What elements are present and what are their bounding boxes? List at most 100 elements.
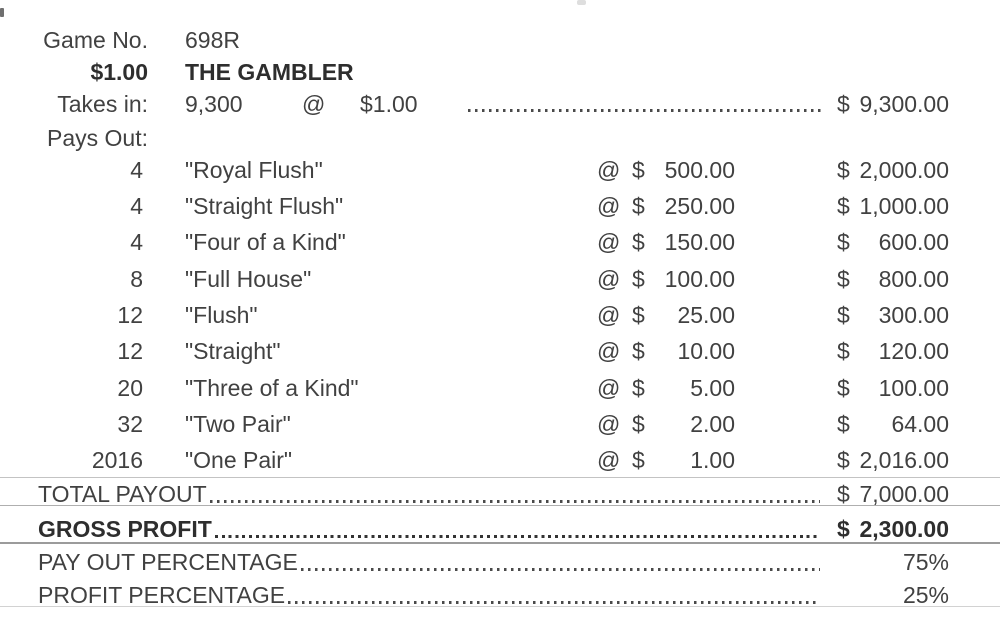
payout-prize: 1.00 [690,447,735,473]
payout-count: 32 [117,411,143,437]
dollar-sign: $ [837,266,850,292]
payout-percentage-row: PAY OUT PERCENTAGE 75% [0,549,1000,575]
payout-count: 12 [117,338,143,364]
title-row: $1.00 THE GAMBLER [0,59,1000,85]
total-payout-leader-group: TOTAL PAYOUT [38,481,822,507]
pays-out-label: Pays Out: [47,125,148,151]
payout-prize: 10.00 [677,338,735,364]
dollar-sign: $ [632,157,645,183]
takes-in-count: 9,300 [185,91,243,117]
payout-prize: 500.00 [664,157,735,183]
total-payout-value: 7,000.00 [859,481,949,507]
payout-prize: 100.00 [664,266,735,292]
profit-percentage-leader-group: PROFIT PERCENTAGE [38,582,822,608]
payout-prize: 5.00 [690,375,735,401]
payout-row: 4 "Straight Flush" @ $ 250.00 $ 1,000.00 [0,193,1000,219]
payout-prize: 25.00 [677,302,735,328]
dollar-sign: $ [632,411,645,437]
dollar-sign: $ [632,375,645,401]
dotted-leader [288,601,820,604]
payout-prize: 2.00 [690,411,735,437]
divider-line [0,542,1000,544]
payout-hand-name: "Royal Flush" [185,157,323,183]
divider-line [0,505,1000,506]
payout-total: 120.00 [878,338,949,364]
payout-row: 32 "Two Pair" @ $ 2.00 $ 64.00 [0,411,1000,437]
payout-prize: 150.00 [664,229,735,255]
payout-row: 4 "Royal Flush" @ $ 500.00 $ 2,000.00 [0,157,1000,183]
payout-hand-name: "Flush" [185,302,258,328]
payout-hand-name: "Four of a Kind" [185,229,346,255]
scan-artifact [0,8,4,17]
dollar-sign: $ [632,266,645,292]
dollar-sign: $ [632,229,645,255]
gross-profit-leader-group: GROSS PROFIT [38,516,822,542]
payout-hand-name: "Straight Flush" [185,193,344,219]
divider-line [0,606,1000,607]
at-symbol: @ [597,229,621,255]
payout-total: 2,000.00 [859,157,949,183]
dotted-leader [300,568,820,571]
gross-profit-label: GROSS PROFIT [38,516,212,542]
at-symbol: @ [597,375,621,401]
payout-count: 4 [130,157,143,183]
at-symbol: @ [597,338,621,364]
payout-row: 8 "Full House" @ $ 100.00 $ 800.00 [0,266,1000,292]
gross-profit-row: GROSS PROFIT $ 2,300.00 [0,516,1000,542]
payout-hand-name: "Full House" [185,266,312,292]
total-payout-label: TOTAL PAYOUT [38,481,207,507]
payout-total: 800.00 [878,266,949,292]
dollar-sign: $ [632,193,645,219]
payout-count: 4 [130,229,143,255]
payout-count: 4 [130,193,143,219]
payout-hand-name: "Two Pair" [185,411,291,437]
divider-line [0,477,1000,478]
game-no-row: Game No. 698R [0,27,1000,53]
dollar-sign: $ [837,302,850,328]
payout-hand-name: "One Pair" [185,447,293,473]
payout-row: 2016 "One Pair" @ $ 1.00 $ 2,016.00 [0,447,1000,473]
game-no-label: Game No. [43,27,148,53]
total-payout-row: TOTAL PAYOUT $ 7,000.00 [0,481,1000,507]
dollar-sign: $ [837,338,850,364]
scan-artifact [577,0,586,5]
takes-in-price: $1.00 [360,91,418,117]
at-symbol: @ [597,266,621,292]
payout-count: 2016 [91,447,143,473]
at-symbol: @ [597,157,621,183]
payout-count: 8 [130,266,143,292]
dollar-sign: $ [837,481,850,507]
payout-count: 20 [117,375,143,401]
payout-prize: 250.00 [664,193,735,219]
ticket-price: $1.00 [90,59,148,85]
dollar-sign: $ [837,516,850,542]
payout-hand-name: "Three of a Kind" [185,375,359,401]
at-symbol: @ [597,193,621,219]
dotted-leader [468,109,822,112]
profit-percentage-value: 25% [902,582,949,608]
takes-in-label: Takes in: [57,91,148,117]
dollar-sign: $ [837,229,850,255]
dollar-sign: $ [632,302,645,328]
payout-total: 1,000.00 [859,193,949,219]
game-title: THE GAMBLER [185,59,354,85]
payout-percentage-leader-group: PAY OUT PERCENTAGE [38,549,822,575]
at-symbol: @ [597,447,621,473]
payout-total: 300.00 [878,302,949,328]
takes-in-row: Takes in: 9,300 @ $1.00 $ 9,300.00 [0,91,1000,117]
payout-row: 4 "Four of a Kind" @ $ 150.00 $ 600.00 [0,229,1000,255]
dollar-sign: $ [632,447,645,473]
dotted-leader [214,535,820,538]
pays-out-header-row: Pays Out: [0,125,1000,151]
dollar-sign: $ [837,447,850,473]
payout-total: 64.00 [891,411,949,437]
payout-hand-name: "Straight" [185,338,281,364]
gross-profit-value: 2,300.00 [859,516,949,542]
payout-row: 12 "Straight" @ $ 10.00 $ 120.00 [0,338,1000,364]
payout-total: 600.00 [878,229,949,255]
dollar-sign: $ [837,411,850,437]
dotted-leader [209,500,820,503]
game-no-value: 698R [185,27,240,53]
takes-in-total: 9,300.00 [859,91,949,117]
payout-row: 20 "Three of a Kind" @ $ 5.00 $ 100.00 [0,375,1000,401]
